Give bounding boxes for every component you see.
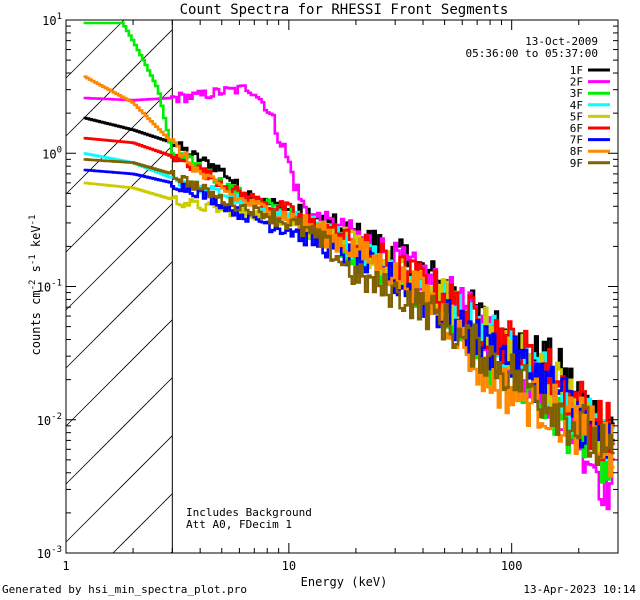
series-line-4F bbox=[83, 152, 615, 472]
legend-label-2F: 2F bbox=[570, 76, 583, 89]
y-axis-label: counts cm-2 s-1 keV-1 bbox=[28, 215, 43, 356]
series-line-6F bbox=[83, 136, 615, 462]
hatch-line bbox=[65, 377, 173, 485]
x-tick-label: 10 bbox=[282, 559, 296, 573]
legend-label-6F: 6F bbox=[570, 122, 583, 135]
hatch-line bbox=[65, 203, 173, 311]
y-tick-label: 101 bbox=[42, 12, 62, 28]
series-line-2F bbox=[83, 84, 615, 511]
x-axis-label: Energy (keV) bbox=[301, 575, 388, 589]
series-line-9F bbox=[83, 158, 615, 466]
generated-by-note: Generated by hsi_min_spectra_plot.pro bbox=[2, 583, 248, 596]
series-layer bbox=[83, 21, 615, 511]
x-tick-label: 100 bbox=[501, 559, 523, 573]
hatch-line bbox=[112, 493, 173, 554]
legend-label-8F: 8F bbox=[570, 145, 583, 158]
chart-title: Count Spectra for RHESSI Front Segments bbox=[180, 2, 509, 18]
legend-label-3F: 3F bbox=[570, 87, 583, 100]
hatch-line bbox=[65, 261, 173, 369]
annotation-text: Includes Background bbox=[186, 506, 312, 519]
hatch-line bbox=[65, 435, 173, 543]
legend-label-9F: 9F bbox=[570, 157, 583, 170]
x-tick-label: 1 bbox=[62, 559, 69, 573]
y-tick-label: 10-1 bbox=[37, 279, 62, 295]
legend-label-5F: 5F bbox=[570, 110, 583, 123]
hatch-line bbox=[65, 319, 173, 427]
legend-time-range: 05:36:00 to 05:37:00 bbox=[466, 47, 598, 60]
y-tick-label: 10-3 bbox=[37, 545, 62, 561]
hatch-line bbox=[65, 145, 173, 253]
y-tick-label: 10-2 bbox=[37, 412, 62, 428]
legend-label-1F: 1F bbox=[570, 64, 583, 77]
annotation-text: Att A0, FDecim 1 bbox=[186, 518, 292, 531]
y-tick-label: 100 bbox=[42, 145, 62, 161]
axes-layer: 1 10 100 101 100 10-1 10-2 10-3 bbox=[37, 12, 619, 573]
generated-date: 13-Apr-2023 10:14 bbox=[523, 583, 636, 596]
hatch-line bbox=[65, 19, 125, 79]
legend-label-7F: 7F bbox=[570, 134, 583, 147]
legend-date: 13-Oct-2009 bbox=[525, 35, 598, 48]
series-line-8F bbox=[83, 75, 615, 478]
legend-label-4F: 4F bbox=[570, 99, 583, 112]
